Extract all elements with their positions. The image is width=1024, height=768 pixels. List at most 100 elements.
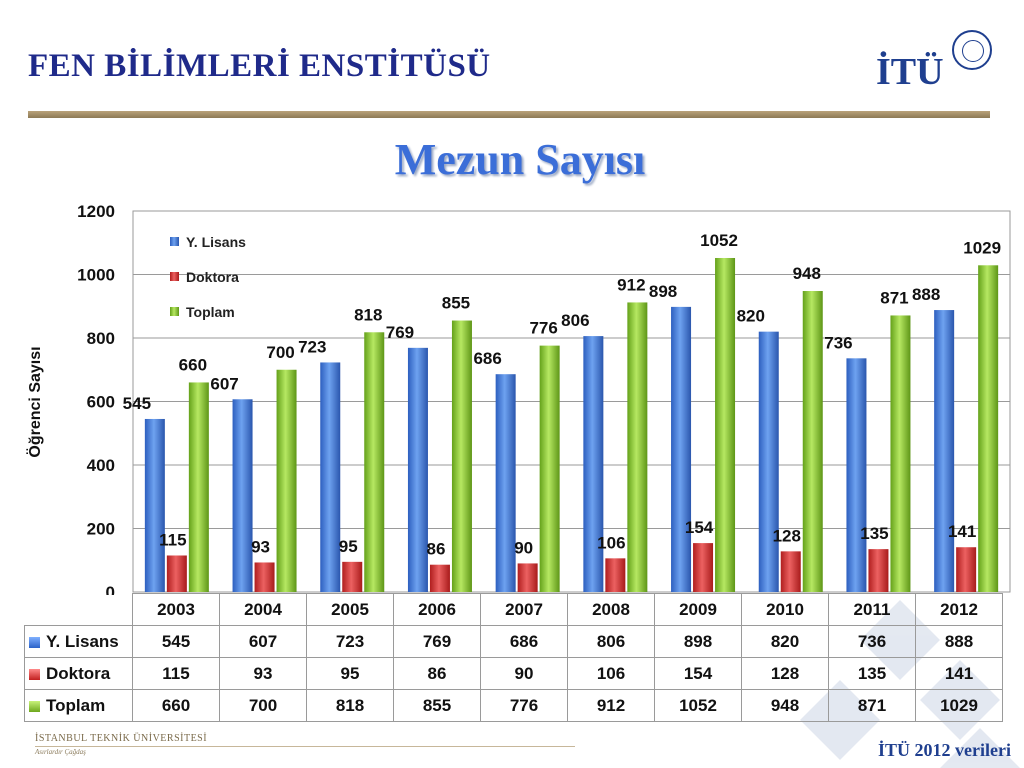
itu-logo: İTÜ: [876, 30, 996, 100]
data-label-ylisans-2005: 723: [298, 337, 326, 356]
legend-swatch-ylisans: [170, 237, 179, 246]
y-tick-label: 600: [87, 393, 115, 412]
y-tick-label: 1000: [77, 266, 115, 285]
bar-doktora-2011: [868, 549, 889, 592]
table-cell: 607: [219, 625, 307, 658]
legend-label-toplam: Toplam: [186, 304, 235, 320]
bar-ylisans-2003: [144, 418, 165, 592]
table-series-label: Doktora: [24, 657, 133, 690]
table-row: Doktora 115 93 95 86 90 106 154 128 135 141: [24, 657, 1003, 690]
table-cell: 86: [393, 657, 481, 690]
data-label-doktora-2012: 141: [948, 522, 976, 541]
data-label-toplam-2012: 1029: [963, 238, 1001, 257]
table-cell: 776: [480, 689, 568, 722]
bar-toplam-2007: [539, 345, 560, 592]
data-label-ylisans-2003: 545: [123, 394, 151, 413]
data-label-ylisans-2011: 736: [824, 333, 852, 352]
legend-label-ylisans: Y. Lisans: [186, 234, 246, 250]
footer-divider: [35, 746, 575, 747]
y-tick-label: 400: [87, 456, 115, 475]
table-legend-swatch: [29, 668, 40, 680]
table-year-header: 2008: [567, 593, 655, 626]
data-label-toplam-2007: 776: [529, 319, 557, 338]
table-cell: 95: [306, 657, 394, 690]
table-year-header: 2010: [741, 593, 829, 626]
data-label-ylisans-2008: 806: [561, 311, 589, 330]
table-cell: 141: [915, 657, 1003, 690]
data-label-doktora-2010: 128: [773, 526, 801, 545]
bar-doktora-2008: [605, 558, 626, 592]
table-year-header: 2012: [915, 593, 1003, 626]
bar-ylisans-2004: [232, 399, 253, 592]
bar-doktora-2009: [693, 543, 714, 592]
data-label-doktora-2011: 135: [860, 524, 888, 543]
data-label-toplam-2009: 1052: [700, 231, 738, 250]
table-cell: 855: [393, 689, 481, 722]
header-divider: [28, 111, 990, 118]
data-label-doktora-2008: 106: [597, 533, 625, 552]
table-cell: 736: [828, 625, 916, 658]
bar-ylisans-2011: [846, 358, 867, 592]
table-cell: 128: [741, 657, 829, 690]
itu-logo-text: İTÜ: [876, 51, 944, 93]
table-year-header: 2009: [654, 593, 742, 626]
data-label-toplam-2006: 855: [442, 294, 470, 313]
data-label-toplam-2005: 818: [354, 305, 382, 324]
data-label-ylisans-2012: 888: [912, 285, 940, 304]
data-label-doktora-2004: 93: [251, 537, 270, 556]
data-label-toplam-2010: 948: [793, 264, 821, 283]
table-corner: [25, 594, 133, 626]
bar-toplam-2011: [890, 315, 911, 592]
bar-ylisans-2006: [407, 347, 428, 592]
table-cell: 820: [741, 625, 829, 658]
data-label-ylisans-2006: 769: [386, 323, 414, 342]
bar-ylisans-2007: [495, 374, 516, 592]
bar-ylisans-2009: [671, 306, 692, 592]
table-cell: 135: [828, 657, 916, 690]
y-tick-label: 800: [87, 329, 115, 348]
table-cell: 948: [741, 689, 829, 722]
data-label-ylisans-2004: 607: [210, 374, 238, 393]
y-tick-label: 200: [87, 520, 115, 539]
bar-ylisans-2010: [758, 331, 779, 592]
table-cell: 545: [132, 625, 220, 658]
footer-university-name: İSTANBUL TEKNİK ÜNİVERSİTESİ: [35, 733, 208, 744]
chart-title: Mezun Sayısı: [394, 135, 646, 184]
page-header-title: FEN BİLİMLERİ ENSTİTÜSÜ: [28, 48, 491, 84]
table-cell: 818: [306, 689, 394, 722]
bar-toplam-2009: [715, 257, 736, 592]
bar-doktora-2010: [780, 551, 801, 592]
table-legend-swatch: [29, 636, 40, 648]
table-year-header: 2011: [828, 593, 916, 626]
table-cell: 888: [915, 625, 1003, 658]
data-label-doktora-2003: 115: [159, 530, 186, 549]
data-label-ylisans-2007: 686: [473, 349, 501, 368]
table-row: Toplam 660 700 818 855 776 912 1052 948 871 1029: [24, 689, 1003, 722]
table-year-header: 2004: [219, 593, 307, 626]
table-cell: 871: [828, 689, 916, 722]
table-year-header: 2006: [393, 593, 481, 626]
y-tick-label: 0: [106, 583, 115, 595]
table-cell: 686: [480, 625, 568, 658]
legend-swatch-doktora: [170, 272, 179, 281]
university-seal-icon: [952, 30, 992, 70]
table-cell: 723: [306, 625, 394, 658]
table-series-label: Toplam: [24, 689, 133, 722]
table-series-name: Doktora: [46, 663, 111, 683]
table-cell: 660: [132, 689, 220, 722]
bar-doktora-2004: [254, 562, 275, 592]
bar-toplam-2003: [188, 382, 209, 592]
data-label-ylisans-2009: 898: [649, 282, 677, 301]
bar-toplam-2004: [276, 369, 297, 592]
table-series-name: Toplam: [46, 695, 106, 715]
table-year-header: 2005: [306, 593, 394, 626]
table-header-row: 2003 2004 2005 2006 2007 2008 2009 2010 2011 2012: [25, 593, 1003, 626]
legend-label-doktora: Doktora: [186, 269, 239, 285]
table-legend-swatch: [29, 700, 40, 712]
bar-doktora-2006: [429, 564, 450, 592]
data-table: 2003 2004 2005 2006 2007 2008 2009 2010 2011 2012…: [24, 593, 1003, 722]
bar-doktora-2005: [342, 561, 363, 592]
y-tick-label: 1200: [77, 202, 115, 221]
table-cell: 154: [654, 657, 742, 690]
table-year-header: 2003: [132, 593, 220, 626]
